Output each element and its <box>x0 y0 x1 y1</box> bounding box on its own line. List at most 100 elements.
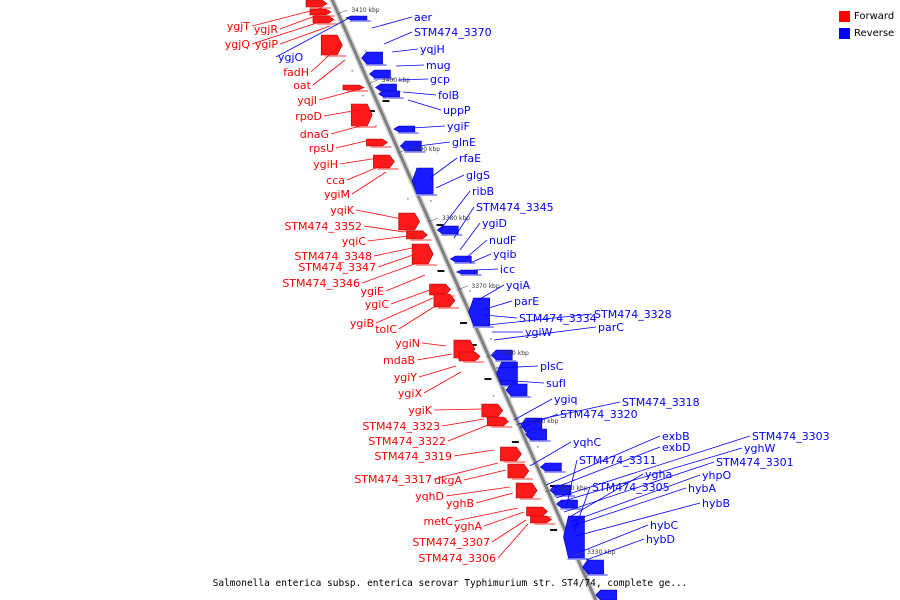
reverse-gene-ygiq[interactable]: ygiq <box>513 393 578 421</box>
forward-gene-yghB[interactable]: yghB <box>446 492 514 510</box>
forward-gene-STM474_3322[interactable]: STM474_3322 <box>368 424 489 448</box>
reverse-gene-STM474_3305[interactable]: STM474_3305 <box>573 481 670 533</box>
forward-feature[interactable] <box>398 212 424 232</box>
forward-feature[interactable] <box>515 482 542 500</box>
reverse-feature[interactable] <box>455 269 482 276</box>
forward-gene-STM474_3348[interactable]: STM474_3348 <box>294 247 413 263</box>
forward-gene-STM474_3346[interactable]: STM474_3346 <box>282 261 421 290</box>
reverse-gene-yhpO[interactable]: yhpO <box>569 469 731 523</box>
reverse-gene-parC[interactable]: parC <box>493 321 624 341</box>
forward-gene-ygiN[interactable]: ygiN <box>395 337 447 350</box>
reverse-gene-ygjO[interactable]: ygjO <box>275 17 350 64</box>
reverse-gene-ribB[interactable]: ribB <box>439 185 494 231</box>
forward-feature[interactable] <box>342 84 368 92</box>
forward-gene-ygiH[interactable]: ygiH <box>313 157 379 171</box>
forward-feature[interactable] <box>500 446 526 463</box>
reverse-feature[interactable] <box>399 140 426 153</box>
forward-gene-ygiP[interactable]: ygiP <box>255 25 331 51</box>
forward-gene-yqiK[interactable]: yqiK <box>330 204 403 220</box>
reverse-gene-glnE[interactable]: glnE <box>417 136 476 149</box>
reverse-feature[interactable] <box>595 589 621 600</box>
forward-gene-yqjI[interactable]: yqjI <box>297 89 357 107</box>
reverse-feature[interactable] <box>436 225 463 236</box>
forward-feature[interactable] <box>350 103 377 128</box>
reverse-feature[interactable] <box>563 515 589 560</box>
reverse-gene-hybC[interactable]: hybC <box>579 519 678 553</box>
forward-gene-oat[interactable]: oat <box>293 59 346 92</box>
forward-feature[interactable] <box>406 230 432 241</box>
forward-feature[interactable] <box>487 416 513 428</box>
reverse-gene-STM474_3303[interactable]: STM474_3303 <box>555 430 830 499</box>
forward-gene-mdaB[interactable]: mdaB <box>383 353 453 367</box>
reverse-gene-ygha[interactable]: ygha <box>567 468 672 519</box>
reverse-feature[interactable] <box>556 499 582 510</box>
forward-gene-ygiM[interactable]: ygiM <box>324 171 387 201</box>
reverse-feature[interactable] <box>368 69 395 80</box>
reverse-gene-sufI[interactable]: sufI <box>499 377 566 390</box>
reverse-feature[interactable] <box>361 51 387 66</box>
forward-feature[interactable] <box>320 34 347 57</box>
forward-gene-ygiY[interactable]: ygiY <box>394 365 457 384</box>
reverse-gene-STM474_3320[interactable]: STM474_3320 <box>519 408 638 429</box>
forward-gene-cca[interactable]: cca <box>326 164 384 187</box>
forward-gene-STM474_3317[interactable]: STM474_3317 <box>354 462 499 486</box>
reverse-gene-parE[interactable]: parE <box>481 295 539 311</box>
reverse-gene-exbB[interactable]: exbB <box>545 430 690 486</box>
reverse-gene-STM474_3370[interactable]: STM474_3370 <box>383 26 492 45</box>
forward-gene-STM474_3352[interactable]: STM474_3352 <box>284 220 405 233</box>
forward-gene-STM474_3306[interactable]: STM474_3306 <box>418 523 529 565</box>
reverse-gene-yghW[interactable]: yghW <box>559 442 775 503</box>
reverse-feature[interactable] <box>505 383 532 398</box>
legend-forward[interactable]: Forward <box>839 9 894 23</box>
forward-gene-STM474_3323[interactable]: STM474_3323 <box>362 418 485 433</box>
reverse-gene-folB[interactable]: folB <box>402 89 459 102</box>
forward-feature[interactable] <box>411 243 438 266</box>
forward-feature[interactable] <box>373 154 399 170</box>
forward-gene-STM474_3307[interactable]: STM474_3307 <box>412 519 527 549</box>
forward-feature[interactable] <box>312 15 338 25</box>
forward-gene-ygjT[interactable]: ygjT <box>227 7 323 33</box>
forward-gene-ygiK[interactable]: ygiK <box>408 404 483 417</box>
reverse-feature[interactable] <box>345 15 371 22</box>
reverse-feature[interactable] <box>490 349 517 362</box>
forward-gene-STM474_3347[interactable]: STM474_3347 <box>298 253 417 274</box>
reverse-gene-STM474_3311[interactable]: STM474_3311 <box>565 454 657 509</box>
reverse-feature[interactable] <box>525 428 551 442</box>
forward-gene-ygiC[interactable]: ygiC <box>365 289 431 311</box>
forward-gene-ygjQ[interactable]: ygjQ <box>225 19 327 51</box>
reverse-gene-icc[interactable]: icc <box>473 263 515 276</box>
forward-gene-rpoD[interactable]: rpoD <box>295 109 359 123</box>
reverse-gene-exbD[interactable]: exbD <box>553 441 691 489</box>
reverse-gene-mug[interactable]: mug <box>395 59 451 72</box>
reverse-gene-gcp[interactable]: gcp <box>397 73 450 86</box>
reverse-gene-STM474_3318[interactable]: STM474_3318 <box>517 396 700 425</box>
reverse-gene-plsC[interactable]: plsC <box>495 360 564 373</box>
forward-gene-ygiE[interactable]: ygiE <box>361 274 426 298</box>
reverse-gene-STM474_3328[interactable]: STM474_3328 <box>487 308 672 326</box>
reverse-gene-ygiF[interactable]: ygiF <box>411 120 470 133</box>
forward-gene-STM474_3319[interactable]: STM474_3319 <box>374 449 495 463</box>
reverse-gene-ygiW[interactable]: ygiW <box>492 326 553 339</box>
reverse-feature[interactable] <box>449 255 476 264</box>
forward-gene-fadH[interactable]: fadH <box>283 42 343 79</box>
reverse-gene-hybA[interactable]: hybA <box>571 482 716 527</box>
reverse-gene-yqjH[interactable]: yqjH <box>391 43 445 56</box>
reverse-feature[interactable] <box>378 90 404 99</box>
reverse-feature[interactable] <box>411 167 438 196</box>
reverse-gene-yqib[interactable]: yqib <box>469 248 517 264</box>
reverse-gene-aer[interactable]: aer <box>371 11 433 29</box>
forward-gene-yqhD[interactable]: yqhD <box>415 486 511 503</box>
reverse-gene-yqiA[interactable]: yqiA <box>477 279 531 301</box>
reverse-gene-STM474_3301[interactable]: STM474_3301 <box>563 456 794 513</box>
forward-feature[interactable] <box>366 138 392 148</box>
reverse-feature[interactable] <box>539 462 566 473</box>
forward-feature[interactable] <box>530 515 556 525</box>
reverse-gene-STM474_3334[interactable]: STM474_3334 <box>483 312 597 325</box>
forward-feature[interactable] <box>458 351 485 363</box>
reverse-gene-nudF[interactable]: nudF <box>465 234 516 259</box>
reverse-gene-uppP[interactable]: uppP <box>407 99 471 117</box>
reverse-feature[interactable] <box>468 297 494 328</box>
forward-gene-tolC[interactable]: tolC <box>375 302 441 336</box>
legend-reverse[interactable]: Reverse <box>839 26 894 40</box>
reverse-feature[interactable] <box>393 125 419 134</box>
